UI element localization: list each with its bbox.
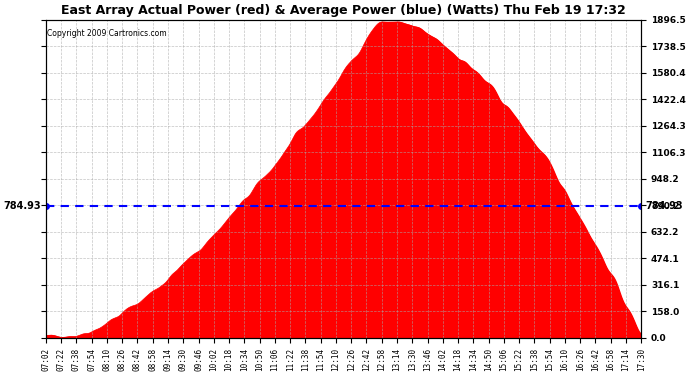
Text: 784.93: 784.93 [646,201,683,211]
Title: East Array Actual Power (red) & Average Power (blue) (Watts) Thu Feb 19 17:32: East Array Actual Power (red) & Average … [61,4,626,17]
Text: 784.93: 784.93 [3,201,41,211]
Text: Copyright 2009 Cartronics.com: Copyright 2009 Cartronics.com [47,29,167,38]
